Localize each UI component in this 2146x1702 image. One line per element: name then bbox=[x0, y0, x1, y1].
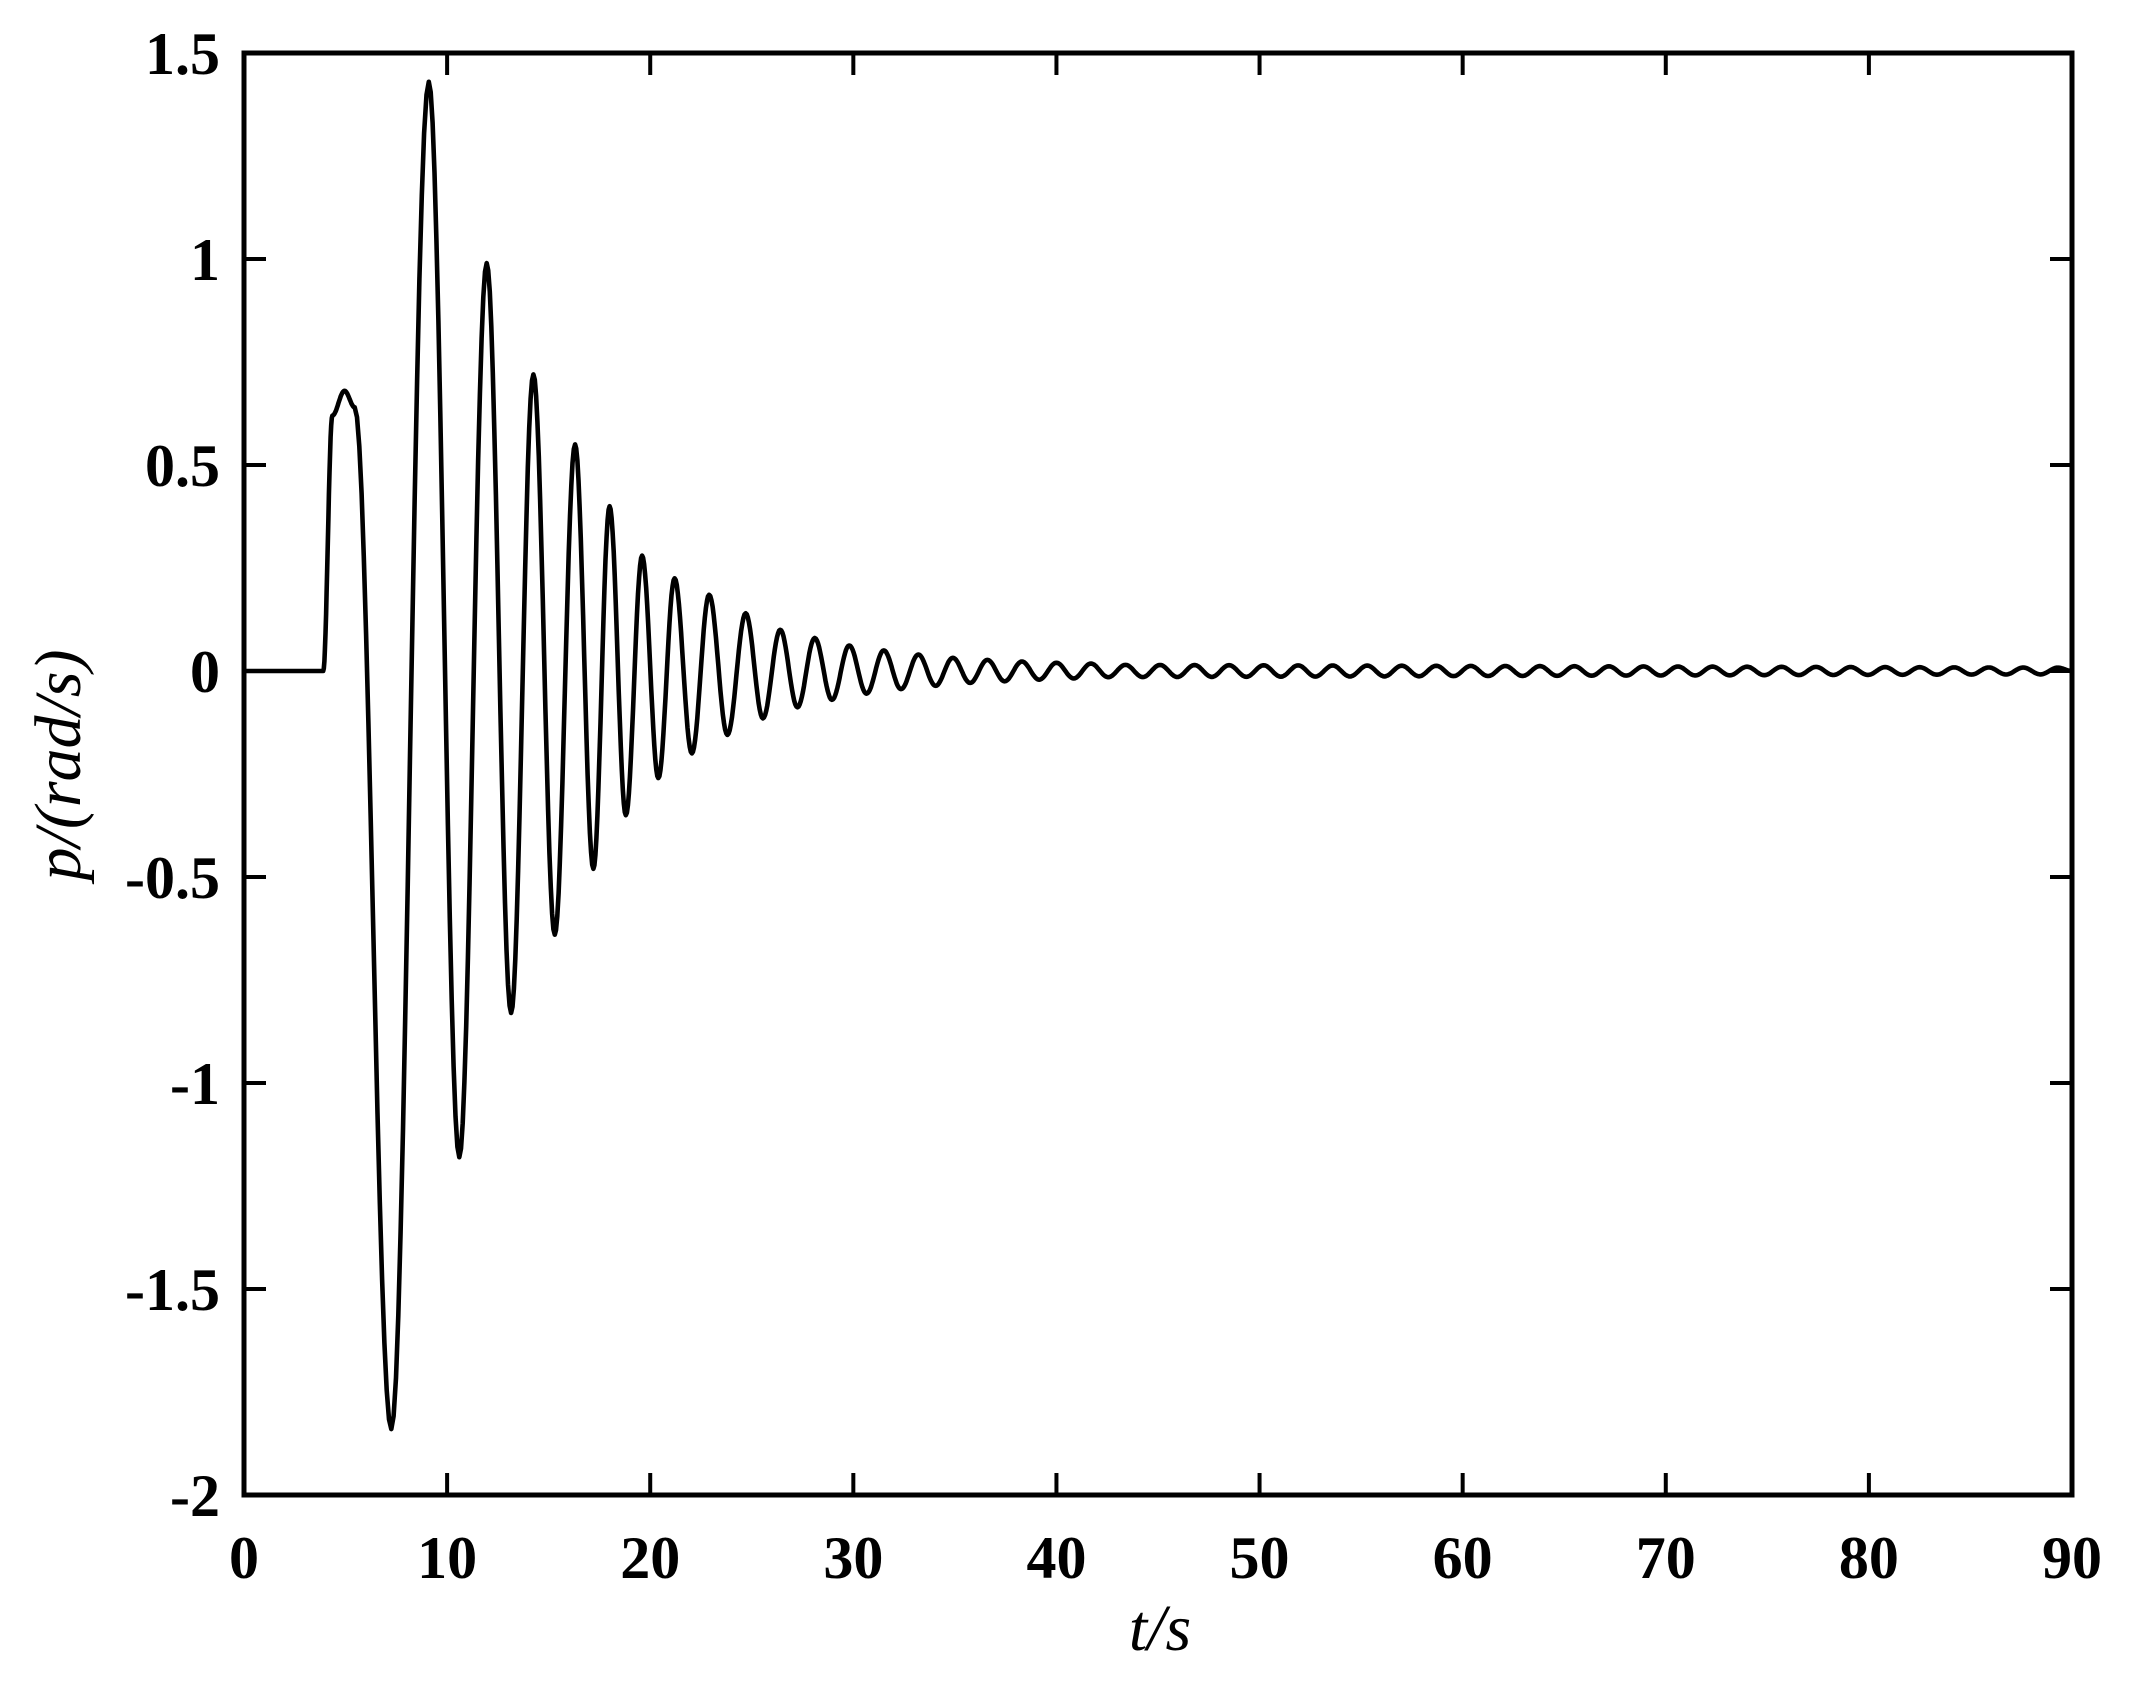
y-tick-label: -1 bbox=[170, 1051, 220, 1117]
axis-ticks bbox=[242, 51, 2074, 1497]
y-tick-label: -0.5 bbox=[125, 845, 220, 911]
y-tick-label: 0.5 bbox=[145, 433, 220, 499]
y-tick-label: 1 bbox=[190, 227, 220, 293]
x-tick-label: 90 bbox=[2042, 1525, 2102, 1591]
x-tick-label: 30 bbox=[823, 1525, 883, 1591]
x-tick-label: 10 bbox=[417, 1525, 477, 1591]
y-tick-label: 0 bbox=[190, 639, 220, 705]
x-tick-label: 70 bbox=[1636, 1525, 1696, 1591]
y-tick-label: 1.5 bbox=[145, 21, 220, 87]
x-tick-label: 60 bbox=[1433, 1525, 1493, 1591]
x-tick-label: 50 bbox=[1230, 1525, 1290, 1591]
y-tick-label: -1.5 bbox=[125, 1257, 220, 1323]
x-axis-label: t/s bbox=[1129, 1592, 1191, 1665]
tick-labels: 0 10 20 30 40 50 60 70 80 90 1.5 1 0.5 0 -0.5 -1 -1.5 -2 bbox=[125, 21, 2102, 1591]
y-tick-label: -2 bbox=[170, 1463, 220, 1529]
x-tick-label: 0 bbox=[229, 1525, 259, 1591]
response-curve bbox=[244, 79, 2074, 1432]
y-axis-label: p/(rad/s) bbox=[22, 650, 95, 885]
x-tick-label: 20 bbox=[620, 1525, 680, 1591]
plot-frame bbox=[241, 50, 2075, 1498]
x-tick-label: 40 bbox=[1026, 1525, 1086, 1591]
x-tick-label: 80 bbox=[1839, 1525, 1899, 1591]
